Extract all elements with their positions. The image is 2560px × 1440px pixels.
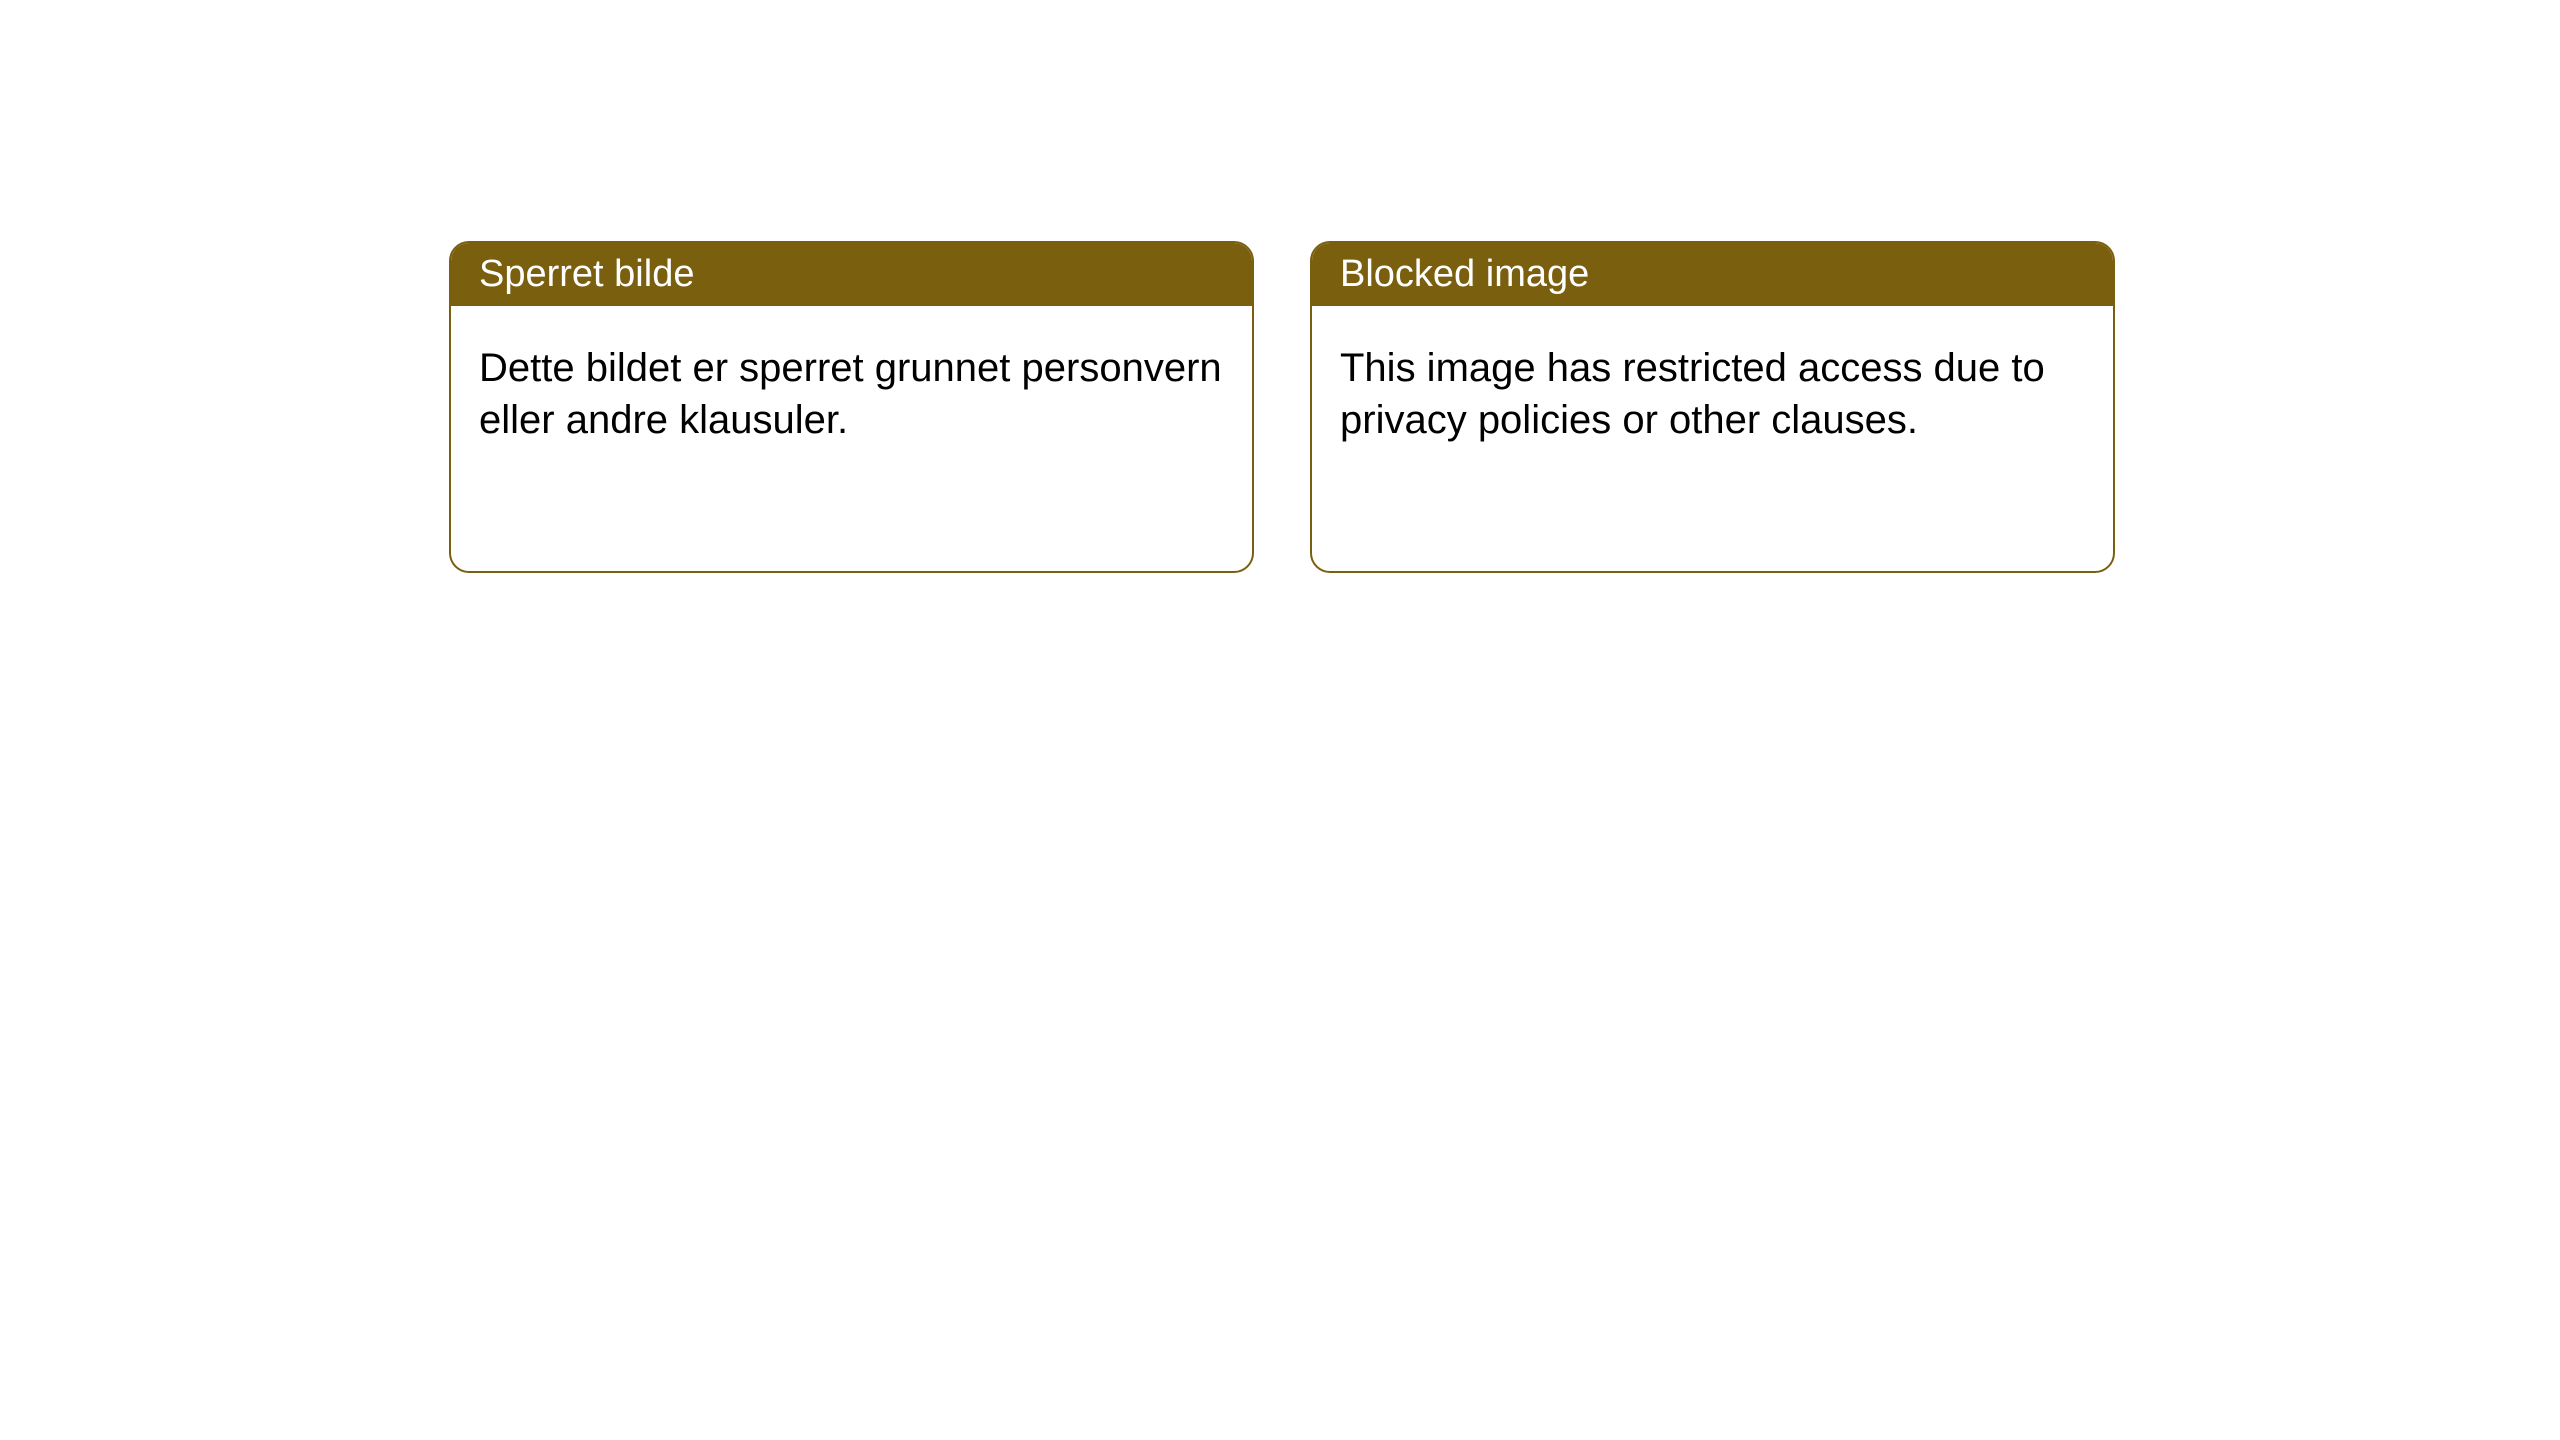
blocked-image-card-no: Sperret bilde Dette bildet er sperret gr…	[449, 241, 1254, 573]
card-header: Sperret bilde	[451, 243, 1252, 306]
card-title: Sperret bilde	[479, 253, 694, 295]
card-body: Dette bildet er sperret grunnet personve…	[451, 306, 1252, 482]
card-body: This image has restricted access due to …	[1312, 306, 2113, 482]
blocked-image-card-en: Blocked image This image has restricted …	[1310, 241, 2115, 573]
card-body-text: This image has restricted access due to …	[1340, 346, 2045, 442]
card-header: Blocked image	[1312, 243, 2113, 306]
card-title: Blocked image	[1340, 253, 1589, 295]
notice-container: Sperret bilde Dette bildet er sperret gr…	[0, 0, 2560, 573]
card-body-text: Dette bildet er sperret grunnet personve…	[479, 346, 1222, 442]
